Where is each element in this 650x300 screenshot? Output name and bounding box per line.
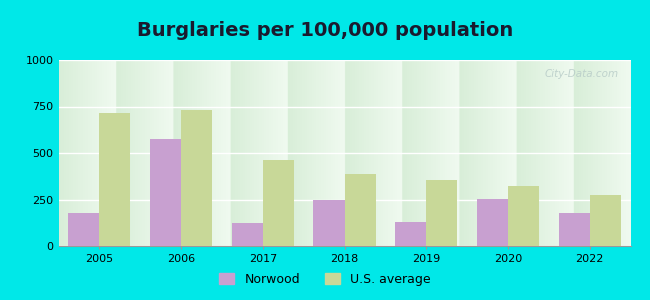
Bar — [99, 113, 131, 246]
Bar — [232, 223, 263, 246]
Bar — [477, 199, 508, 246]
Bar — [508, 185, 539, 246]
Bar — [150, 139, 181, 246]
Bar — [263, 160, 294, 246]
Bar — [181, 110, 212, 246]
Bar — [590, 195, 621, 246]
Legend: Norwood, U.S. average: Norwood, U.S. average — [214, 268, 436, 291]
Bar — [313, 200, 345, 246]
Text: Burglaries per 100,000 population: Burglaries per 100,000 population — [137, 21, 513, 40]
Bar — [426, 180, 457, 246]
Text: City-Data.com: City-Data.com — [545, 69, 619, 79]
Bar — [344, 174, 376, 246]
Bar — [395, 222, 426, 246]
Bar — [558, 214, 590, 246]
Bar — [68, 214, 99, 246]
